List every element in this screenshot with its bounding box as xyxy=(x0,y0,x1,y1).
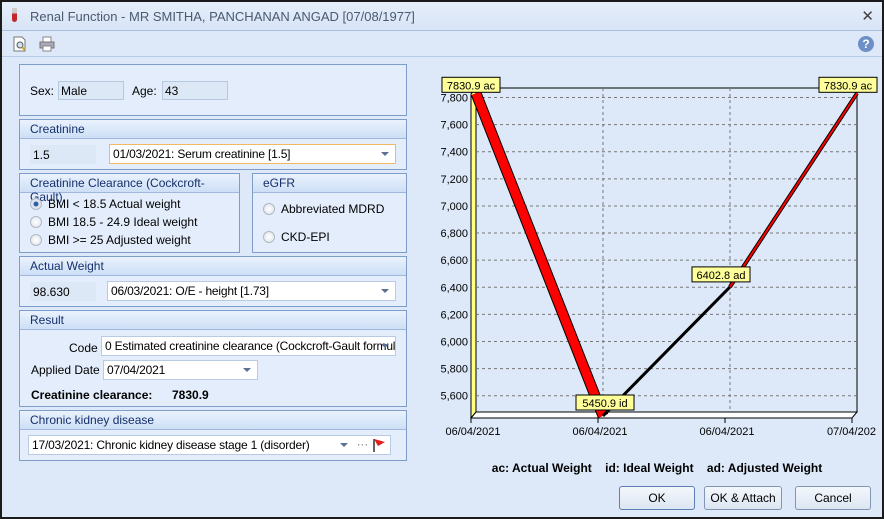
creatinine-clearance-value: 7830.9 xyxy=(172,388,209,402)
data-label-box xyxy=(575,394,635,411)
weight-select-value: 06/03/2021: O/E - height [1.73] xyxy=(111,284,269,298)
radio-label: Abbreviated MDRD xyxy=(281,202,385,216)
radio-button[interactable] xyxy=(30,216,42,228)
window-title: Renal Function - MR SMITHA, PANCHANAN AN… xyxy=(30,9,415,24)
y-tick-label: 7,400 xyxy=(440,147,468,159)
ok-button[interactable]: OK xyxy=(619,486,695,510)
series-line-outline xyxy=(601,285,732,417)
patient-panel: Sex: Male Age: 43 xyxy=(19,64,407,116)
data-label-box xyxy=(691,266,751,283)
radio-option[interactable]: CKD-EPI xyxy=(263,230,330,244)
applied-date-value: 07/04/2021 xyxy=(107,363,166,377)
toolbar: ? xyxy=(2,32,882,57)
chevron-down-icon xyxy=(381,344,389,348)
ckd-select-value: 17/03/2021: Chronic kidney disease stage… xyxy=(32,438,310,452)
chevron-down-icon xyxy=(243,368,251,372)
x-tick-label: 07/04/202 xyxy=(827,426,876,438)
creatinine-select-value: 01/03/2021: Serum creatinine [1.5] xyxy=(113,147,291,161)
creatinine-clearance-label: Creatinine clearance: xyxy=(31,388,153,402)
creatinine-value: 1.5 xyxy=(30,145,96,164)
y-tick-label: 6,000 xyxy=(440,337,468,349)
sex-field: Male xyxy=(58,81,124,100)
close-button[interactable]: ✕ xyxy=(861,8,874,25)
ckd-header: Chronic kidney disease xyxy=(20,411,406,430)
y-tick-label: 7,200 xyxy=(440,174,468,186)
print-preview-icon[interactable] xyxy=(12,36,28,52)
code-select-value: 0 Estimated creatinine clearance (Cockcr… xyxy=(105,339,396,353)
y-tick-label: 6,600 xyxy=(440,255,468,267)
chart-legend: ac: Actual Weight id: Ideal Weight ad: A… xyxy=(492,461,822,475)
y-tick-label: 7,800 xyxy=(440,92,468,104)
cancel-button[interactable]: Cancel xyxy=(795,486,871,510)
result-header: Result xyxy=(20,311,406,330)
x-tick-label: 06/04/2021 xyxy=(445,426,500,438)
x-tick-label: 06/04/2021 xyxy=(699,426,754,438)
actual-weight-header: Actual Weight xyxy=(20,257,406,276)
radio-button[interactable] xyxy=(30,234,42,246)
y-tick-label: 6,400 xyxy=(440,282,468,294)
chevron-down-icon xyxy=(381,152,389,156)
more-options-icon[interactable]: ··· xyxy=(356,437,369,451)
test-tube-icon xyxy=(12,8,17,22)
y-tick-label: 5,800 xyxy=(440,364,468,376)
series-line-segment xyxy=(471,91,608,418)
y-tick-label: 6,200 xyxy=(440,309,468,321)
y-tick-label: 7,000 xyxy=(440,201,468,213)
title-bar: Renal Function - MR SMITHA, PANCHANAN AN… xyxy=(2,2,882,31)
applied-date-label: Applied Date xyxy=(31,363,100,377)
radio-label: BMI >= 25 Adjusted weight xyxy=(48,233,191,247)
radio-button[interactable] xyxy=(30,198,42,210)
code-select[interactable]: 0 Estimated creatinine clearance (Cockcr… xyxy=(101,336,396,356)
radio-option[interactable]: Abbreviated MDRD xyxy=(263,202,384,216)
radio-label: BMI < 18.5 Actual weight xyxy=(48,197,181,211)
age-label: Age: xyxy=(132,84,157,98)
clearance-panel: Creatinine Clearance (Cockcroft-Gault) B… xyxy=(19,173,240,253)
radio-button[interactable] xyxy=(263,231,275,243)
egfr-header: eGFR xyxy=(253,174,406,193)
data-label-box xyxy=(441,76,501,93)
creatinine-select[interactable]: 01/03/2021: Serum creatinine [1.5] xyxy=(109,144,396,164)
clearance-header: Creatinine Clearance (Cockcroft-Gault) xyxy=(20,174,239,204)
age-field: 43 xyxy=(162,81,228,100)
radio-option[interactable]: BMI < 18.5 Actual weight xyxy=(30,197,180,211)
radio-option[interactable]: BMI >= 25 Adjusted weight xyxy=(30,233,191,247)
series-line-segment xyxy=(729,92,858,288)
flag-icon[interactable] xyxy=(371,437,387,453)
print-icon[interactable] xyxy=(39,36,55,52)
chevron-down-icon xyxy=(381,289,389,293)
ok-attach-button[interactable]: OK & Attach xyxy=(704,486,782,510)
y-tick-label: 6,800 xyxy=(440,228,468,240)
data-label: 6402.8 ad xyxy=(697,270,746,282)
data-label-box xyxy=(818,76,878,93)
radio-button[interactable] xyxy=(263,203,275,215)
y-tick-label: 7,600 xyxy=(440,120,468,132)
weight-value: 98.630 xyxy=(30,282,96,301)
actual-weight-panel: Actual Weight 98.630 06/03/2021: O/E - h… xyxy=(19,256,407,307)
data-label: 7830.9 ac xyxy=(824,80,873,92)
data-label: 5450.9 id xyxy=(582,398,627,410)
help-icon[interactable]: ? xyxy=(858,36,874,52)
applied-date-picker[interactable]: 07/04/2021 xyxy=(103,360,258,380)
weight-select[interactable]: 06/03/2021: O/E - height [1.73] xyxy=(107,281,396,301)
ckd-select[interactable]: 17/03/2021: Chronic kidney disease stage… xyxy=(28,435,391,455)
chevron-down-icon xyxy=(340,443,348,447)
plot-area xyxy=(475,87,858,413)
data-label: 7830.9 ac xyxy=(447,80,496,92)
radio-label: CKD-EPI xyxy=(281,230,330,244)
radio-label: BMI 18.5 - 24.9 Ideal weight xyxy=(48,215,198,229)
sex-label: Sex: xyxy=(30,84,55,98)
weight-chart: 5,600 5,800 6,000 6,200 6,400 6,600 6,800 7,000… xyxy=(440,76,878,475)
ckd-panel: Chronic kidney disease 17/03/2021: Chron… xyxy=(19,410,407,461)
egfr-panel: eGFR Abbreviated MDRD CKD-EPI xyxy=(252,173,407,253)
creatinine-header: Creatinine xyxy=(20,120,406,139)
result-panel: Result Code 0 Estimated creatinine clear… xyxy=(19,310,407,407)
x-tick-label: 06/04/2021 xyxy=(572,426,627,438)
radio-option[interactable]: BMI 18.5 - 24.9 Ideal weight xyxy=(30,215,197,229)
creatinine-panel: Creatinine 1.5 01/03/2021: Serum creatin… xyxy=(19,119,407,170)
chart-floor xyxy=(469,411,859,419)
y-tick-label: 5,600 xyxy=(440,391,468,403)
chart-wall xyxy=(470,86,477,420)
code-label: Code xyxy=(69,341,98,355)
